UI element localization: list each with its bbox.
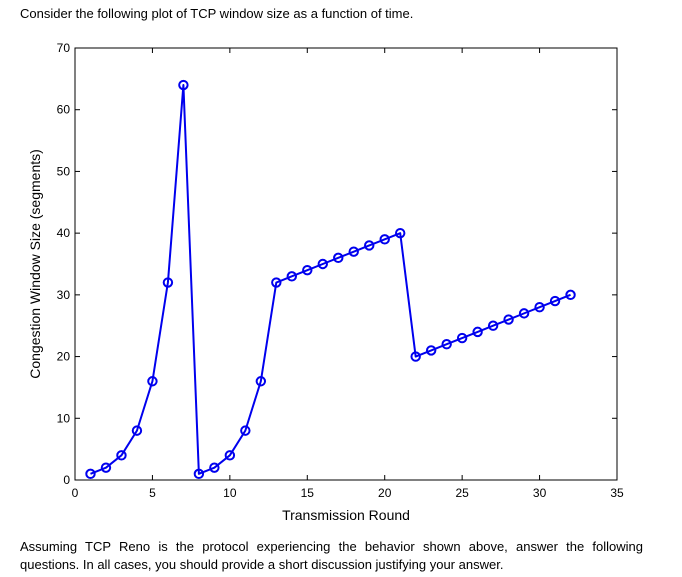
data-point-marker (85, 468, 96, 480)
data-point-marker (100, 462, 112, 473)
data-point-marker (224, 450, 236, 461)
data-point-marker (209, 462, 220, 473)
y-tick-label: 10 (57, 411, 71, 425)
data-point-marker (487, 320, 499, 331)
x-axis-label: Transmission Round (282, 507, 410, 523)
data-point-marker (302, 264, 313, 276)
data-point-marker (271, 277, 282, 288)
data-point-marker (240, 425, 251, 436)
data-point-marker (410, 351, 421, 362)
data-point-marker (116, 450, 127, 461)
data-point-marker (441, 339, 452, 350)
data-point-marker (425, 345, 437, 356)
data-point-marker (348, 246, 359, 257)
x-tick-label: 35 (610, 486, 624, 500)
series-layer (85, 79, 576, 480)
plot-frame (74, 47, 618, 481)
x-tick-label: 0 (72, 486, 79, 500)
x-tick-label: 25 (455, 486, 469, 500)
question-instructions-text: Assuming TCP Reno is the protocol experi… (20, 539, 643, 572)
x-tick-label: 30 (533, 486, 547, 500)
y-axis-label: Congestion Window Size (segments) (27, 149, 43, 379)
data-point-marker (178, 79, 189, 91)
data-point-marker (534, 302, 545, 313)
x-tick-label: 5 (149, 486, 156, 500)
y-tick-label: 20 (57, 350, 71, 364)
data-point-marker (131, 425, 143, 436)
data-point-marker (472, 326, 483, 338)
data-point-marker (193, 468, 205, 480)
data-point-marker (379, 234, 390, 245)
data-point-marker (395, 227, 406, 239)
series-line (90, 84, 571, 475)
data-point-marker (147, 376, 158, 387)
data-point-marker (364, 240, 375, 251)
data-point-marker (286, 271, 297, 282)
axes-layer: 0 5 10 15 20 25 30 35 0 10 20 30 40 50 60 70 (57, 41, 624, 500)
data-point-marker (456, 332, 468, 344)
y-tick-label: 0 (63, 473, 70, 487)
congestion-window-chart: 0 5 10 15 20 25 30 35 0 10 20 30 40 50 60 70 Transmissi… (27, 41, 624, 523)
y-tick-label: 70 (57, 41, 71, 55)
data-point-marker (255, 376, 267, 387)
data-point-marker (565, 289, 576, 301)
y-tick-label: 30 (57, 288, 71, 302)
y-tick-label: 40 (57, 226, 71, 240)
data-point-marker (317, 258, 328, 270)
x-tick-label: 10 (223, 486, 237, 500)
x-tick-label: 15 (301, 486, 315, 500)
x-tick-label: 20 (378, 486, 392, 500)
question-intro-text: Consider the following plot of TCP windo… (20, 6, 414, 21)
y-tick-label: 50 (57, 164, 71, 178)
data-point-marker (333, 252, 344, 264)
data-point-marker (503, 314, 514, 325)
data-point-marker (518, 308, 530, 319)
data-point-marker (162, 277, 174, 288)
y-tick-label: 60 (57, 103, 71, 117)
data-point-marker (549, 295, 561, 307)
